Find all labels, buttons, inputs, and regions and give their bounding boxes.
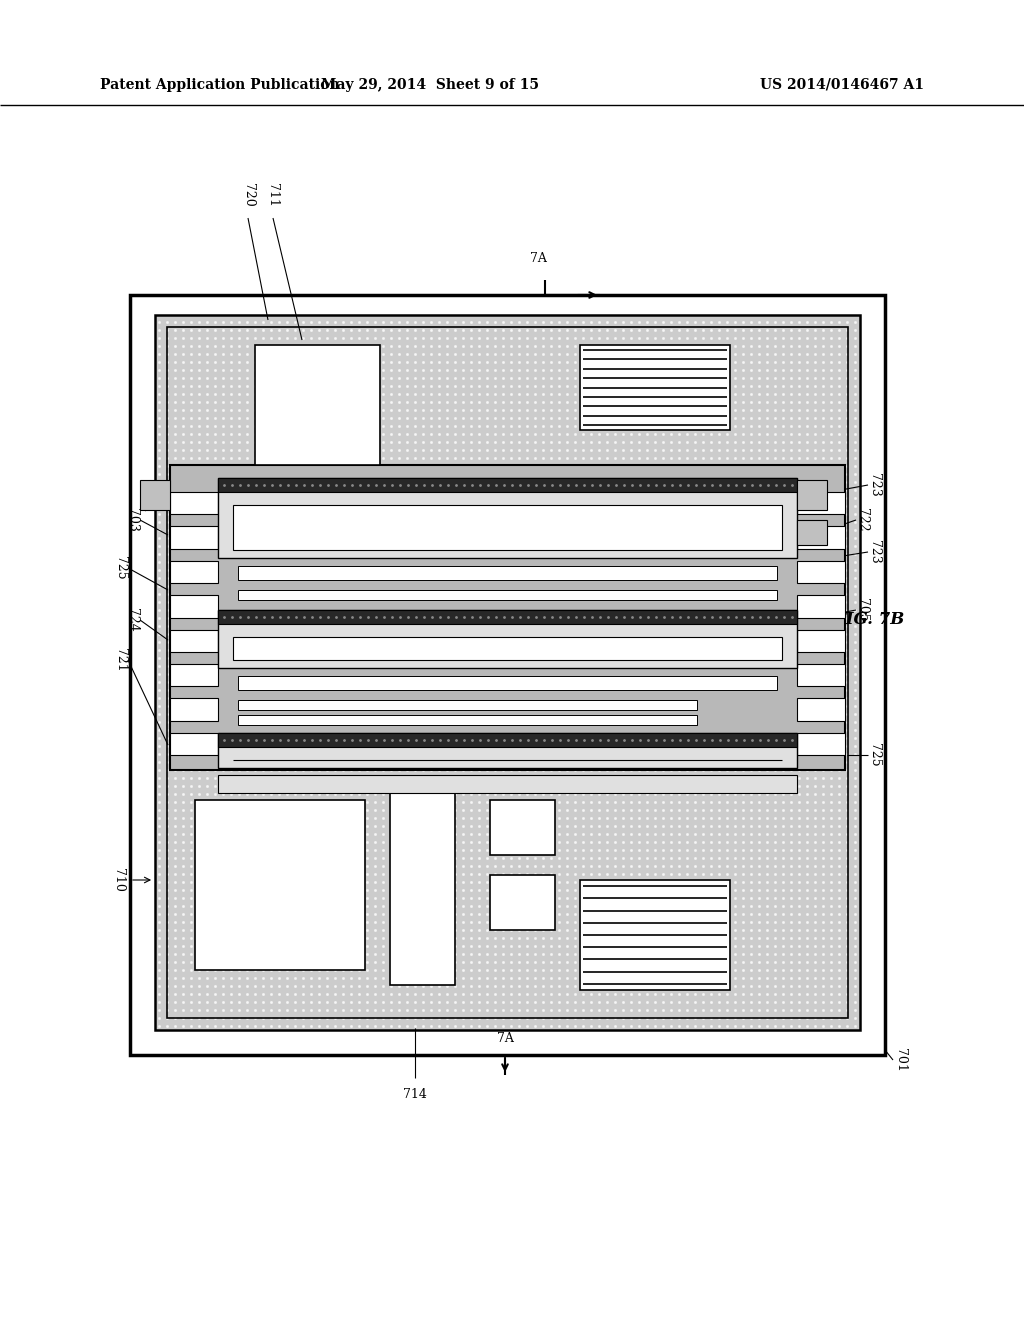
Text: 724: 724 bbox=[127, 609, 139, 632]
Bar bbox=[155, 315, 860, 1030]
Text: 725: 725 bbox=[868, 743, 882, 767]
Bar bbox=[170, 733, 218, 755]
Bar bbox=[233, 506, 782, 550]
Bar bbox=[238, 590, 777, 601]
Text: 723: 723 bbox=[868, 540, 882, 564]
Bar bbox=[797, 630, 845, 652]
Bar bbox=[238, 700, 697, 710]
Text: 725: 725 bbox=[115, 556, 128, 579]
Bar bbox=[218, 733, 797, 768]
Bar bbox=[218, 733, 797, 747]
Text: 714: 714 bbox=[403, 1089, 427, 1101]
Bar bbox=[797, 520, 827, 545]
Text: Patent Application Publication: Patent Application Publication bbox=[100, 78, 340, 92]
Bar bbox=[797, 664, 845, 686]
Bar bbox=[218, 775, 797, 793]
Bar bbox=[170, 698, 218, 721]
Bar bbox=[255, 345, 380, 465]
Bar bbox=[218, 610, 797, 624]
Text: 705: 705 bbox=[856, 598, 869, 622]
Text: 720: 720 bbox=[242, 183, 255, 207]
Bar bbox=[580, 345, 730, 430]
Text: 710: 710 bbox=[112, 869, 125, 892]
Bar bbox=[170, 630, 218, 652]
Bar bbox=[797, 561, 845, 583]
Bar bbox=[490, 875, 555, 931]
Text: 701: 701 bbox=[894, 1048, 906, 1072]
Bar bbox=[195, 800, 365, 970]
Text: 7A: 7A bbox=[497, 1031, 513, 1044]
Bar bbox=[218, 610, 797, 668]
Bar bbox=[167, 327, 848, 1018]
Text: 723: 723 bbox=[868, 473, 882, 496]
Bar bbox=[218, 478, 797, 558]
Bar bbox=[490, 800, 555, 855]
Bar bbox=[797, 492, 845, 515]
Bar bbox=[797, 698, 845, 721]
Bar bbox=[238, 566, 777, 579]
Text: 721: 721 bbox=[115, 648, 128, 672]
Text: 711: 711 bbox=[266, 183, 280, 207]
Bar bbox=[797, 595, 845, 618]
Bar bbox=[390, 789, 455, 985]
Bar bbox=[170, 492, 218, 515]
Text: US 2014/0146467 A1: US 2014/0146467 A1 bbox=[760, 78, 924, 92]
Bar bbox=[238, 715, 697, 725]
Bar bbox=[238, 676, 777, 690]
Text: 722: 722 bbox=[856, 508, 869, 532]
Bar bbox=[580, 880, 730, 990]
Bar bbox=[130, 294, 885, 1055]
Bar bbox=[797, 527, 845, 549]
Bar bbox=[170, 465, 845, 770]
Bar bbox=[170, 664, 218, 686]
Text: 704: 704 bbox=[138, 488, 152, 512]
Bar bbox=[233, 638, 782, 660]
Bar bbox=[797, 733, 845, 755]
Bar bbox=[170, 527, 218, 549]
Bar bbox=[218, 478, 797, 492]
Text: May 29, 2014  Sheet 9 of 15: May 29, 2014 Sheet 9 of 15 bbox=[321, 78, 539, 92]
Text: FIG. 7B: FIG. 7B bbox=[835, 611, 905, 628]
Text: 7A: 7A bbox=[529, 252, 547, 264]
Bar bbox=[170, 561, 218, 583]
Text: 703: 703 bbox=[127, 508, 139, 532]
Bar bbox=[170, 595, 218, 618]
Bar bbox=[797, 480, 827, 510]
Bar bbox=[140, 480, 170, 510]
